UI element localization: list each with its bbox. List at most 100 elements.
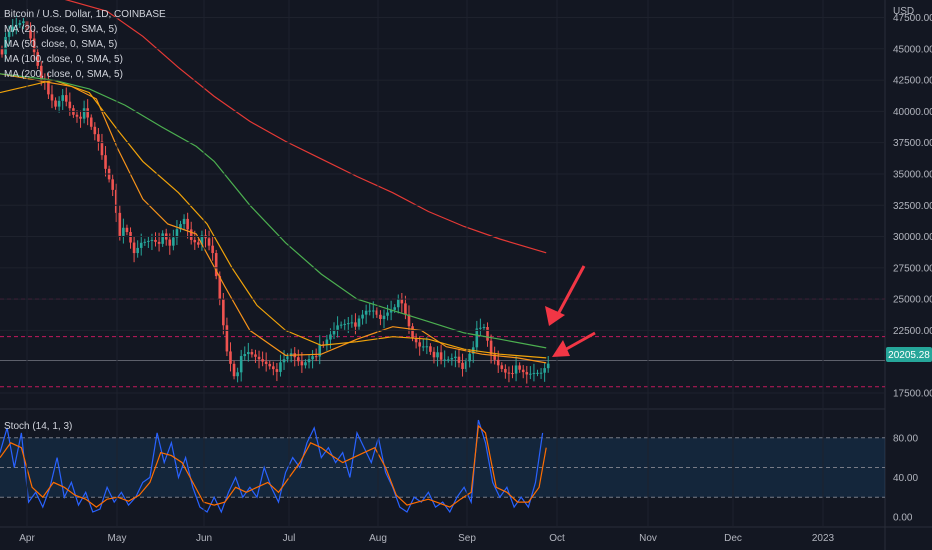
candle-29: [104, 146, 107, 177]
x-tick-7: Nov: [639, 533, 657, 544]
candle-17: [61, 88, 64, 111]
candle-78: [279, 354, 282, 377]
stoch-d-line: [0, 424, 547, 508]
candle-100: [357, 315, 361, 330]
candle-137: [489, 334, 493, 364]
candle-58: [207, 230, 211, 251]
candle-60: [214, 249, 218, 280]
candle-107: [382, 309, 386, 329]
candle-117: [418, 336, 421, 356]
candle-34: [122, 218, 125, 244]
candle-146: [521, 365, 525, 379]
candle-136: [486, 322, 489, 347]
last-price-label: 20205.28: [888, 350, 930, 361]
price-tick-7: 30000.00: [893, 232, 932, 243]
candle-96: [343, 319, 347, 331]
candle-6: [22, 16, 25, 30]
candle-148: [529, 366, 532, 380]
candle-145: [518, 362, 521, 373]
candle-106: [379, 310, 382, 326]
candle-43: [154, 232, 157, 247]
candle-98: [350, 314, 354, 328]
candle-91: [325, 334, 329, 351]
candle-24: [86, 99, 89, 126]
candle-127: [454, 350, 457, 368]
last-price-badge: [886, 347, 932, 362]
candle-151: [539, 368, 543, 379]
candle-38: [136, 240, 139, 258]
candle-10: [36, 49, 39, 69]
candle-45: [161, 230, 164, 247]
candle-36: [129, 227, 132, 249]
candle-19: [68, 92, 72, 116]
candle-121: [432, 347, 436, 364]
candle-15: [54, 97, 57, 110]
candle-84: [300, 352, 304, 373]
price-tick-9: 25000.00: [893, 295, 932, 306]
candle-32: [114, 183, 118, 223]
candle-147: [525, 365, 529, 384]
candle-142: [507, 366, 511, 383]
ma-line-ma20: [0, 73, 547, 364]
candle-74: [264, 352, 268, 372]
candle-71: [254, 349, 257, 363]
candle-150: [536, 369, 539, 377]
candle-27: [97, 128, 100, 151]
price-tick-2: 42500.00: [893, 76, 932, 87]
chart-title[interactable]: Bitcoin / U.S. Dollar, 1D, COINBASE: [4, 9, 166, 20]
candle-39: [139, 233, 143, 256]
ma-line-ma50: [0, 79, 547, 359]
candle-8: [29, 22, 32, 44]
candle-124: [443, 350, 446, 368]
candle-116: [414, 333, 418, 349]
candle-77: [275, 362, 279, 382]
x-tick-8: Dec: [724, 533, 742, 544]
candle-13: [47, 73, 50, 99]
candle-55: [197, 239, 200, 248]
stoch-legend[interactable]: Stoch (14, 1, 3): [4, 421, 72, 432]
candle-103: [368, 302, 372, 316]
price-tick-0: 47500.00: [893, 13, 932, 24]
candle-129: [461, 353, 464, 377]
annotation-arrow-upper: [545, 265, 586, 326]
candle-56: [200, 230, 204, 251]
candle-48: [172, 229, 175, 251]
candle-153: [546, 355, 550, 373]
x-tick-3: Jul: [283, 533, 296, 544]
candle-66: [236, 367, 239, 383]
candle-21: [75, 110, 79, 123]
candle-133: [475, 320, 479, 352]
ma50-legend[interactable]: MA (50, close, 0, SMA, 5): [4, 39, 117, 50]
price-tick-1: 45000.00: [893, 44, 932, 55]
ma20-legend[interactable]: MA (20, close, 0, SMA, 5): [4, 24, 117, 35]
candle-26: [93, 122, 97, 141]
candle-33: [118, 205, 122, 241]
candle-92: [329, 328, 332, 349]
candle-50: [179, 220, 182, 233]
candle-69: [247, 342, 250, 362]
ma-line-ma100: [0, 73, 547, 349]
candle-28: [100, 133, 104, 160]
candle-49: [175, 220, 179, 246]
ma200-legend[interactable]: MA (200, close, 0, SMA, 5): [4, 69, 123, 80]
candle-31: [111, 174, 114, 196]
candle-120: [429, 343, 432, 355]
candle-135: [482, 323, 486, 331]
candle-108: [386, 304, 389, 321]
candle-68: [243, 346, 247, 361]
candle-35: [125, 224, 129, 236]
candle-18: [64, 87, 68, 107]
candle-1: [4, 32, 7, 61]
candle-111: [396, 294, 400, 314]
ma100-legend[interactable]: MA (100, close, 0, SMA, 5): [4, 54, 123, 65]
candle-119: [425, 337, 429, 355]
candle-25: [89, 114, 93, 130]
candle-44: [157, 232, 161, 252]
candle-123: [439, 344, 443, 365]
price-tick-10: 22500.00: [893, 326, 932, 337]
main-plot: [0, 0, 885, 388]
x-tick-4: Aug: [369, 533, 387, 544]
candle-83: [297, 349, 300, 366]
